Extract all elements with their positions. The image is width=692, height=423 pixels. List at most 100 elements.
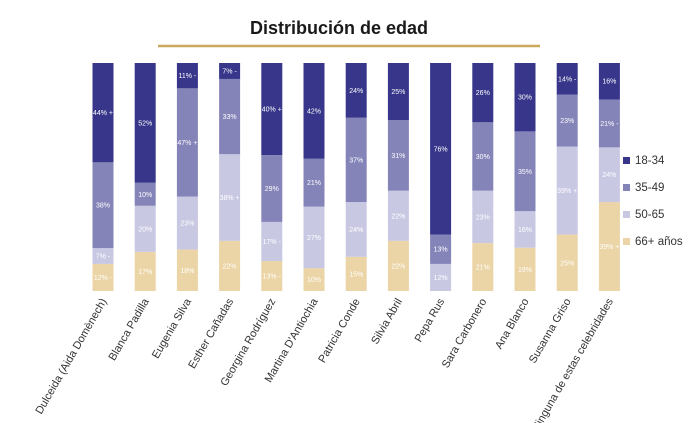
- bar-value-label: 12%: [434, 275, 448, 282]
- x-axis-labels: Dulceida (Aida Domènech)Blanca PadillaEu…: [33, 296, 616, 423]
- bar-segment-1-1: [92, 63, 114, 163]
- bar-value-label: 7% -: [96, 254, 111, 261]
- bar-value-label: 14% -: [558, 76, 577, 83]
- bar-segment-2-1: [134, 63, 156, 183]
- bar-value-label: 27%: [307, 235, 321, 242]
- bar-value-label: 44% +: [93, 110, 113, 117]
- bar-segment-11-3: [514, 211, 536, 248]
- bar-value-label: 21% -: [600, 121, 619, 128]
- bar-value-label: 25%: [560, 260, 574, 267]
- bar-segment-3-3: [176, 196, 198, 250]
- bar-segment-4-2: [219, 78, 241, 155]
- bar-value-label: 33%: [223, 114, 237, 121]
- bar-segment-6-2: [303, 158, 325, 207]
- bar-value-label: 23%: [180, 221, 194, 228]
- bar-segment-9-1: [430, 63, 452, 235]
- legend: 18-34 35-49 50-65 66+ años: [623, 155, 683, 248]
- bars-group: 12% - 7% - 38% 44% + 17% 20% 10% 52% 18% 23% 47% +…: [92, 63, 620, 291]
- bar-segment-4-1: [219, 63, 241, 79]
- x-tick-label: Sara Carbonero: [440, 297, 490, 371]
- bar-segment-13-4: [598, 202, 620, 291]
- bar-value-label: 16%: [602, 79, 616, 86]
- bar-value-label: 30%: [518, 95, 532, 102]
- legend-label: 35-49: [635, 182, 664, 194]
- bar-value-label: 12% -: [94, 275, 113, 282]
- bar-segment-10-1: [472, 63, 494, 123]
- bar-segment-3-4: [176, 249, 198, 291]
- bar-value-label: 17% -: [263, 239, 282, 246]
- bar-value-label: 38% +: [220, 195, 240, 202]
- bar-value-label: 23%: [560, 118, 574, 125]
- bar-segment-8-3: [387, 190, 409, 241]
- bar-segment-4-3: [219, 154, 241, 241]
- bar-segment-12-2: [556, 94, 578, 147]
- legend-swatch: [623, 184, 630, 191]
- bar-segment-3-1: [176, 63, 198, 89]
- bar-value-label: 24%: [602, 172, 616, 179]
- bar-segment-8-1: [387, 63, 409, 120]
- bar-value-label: 39% +: [557, 188, 577, 195]
- bar-segment-3-2: [176, 88, 198, 197]
- bar-value-label: 13% -: [263, 274, 282, 281]
- bar-segment-5-4: [261, 261, 283, 291]
- bar-segment-12-4: [556, 234, 578, 291]
- bar-value-label: 23%: [476, 214, 490, 221]
- bar-segment-1-2: [92, 162, 114, 249]
- x-tick-label: Ninguna de estas celebridades: [530, 296, 616, 423]
- bar-value-label: 22%: [223, 263, 237, 270]
- bar-segment-12-1: [556, 63, 578, 95]
- bar-segment-10-4: [472, 243, 494, 291]
- legend-label: 66+ años: [635, 236, 683, 248]
- bar-value-label: 16%: [518, 227, 532, 234]
- bar-value-label: 7% -: [222, 68, 237, 75]
- bar-segment-11-1: [514, 63, 536, 132]
- legend-swatch: [623, 157, 630, 164]
- bar-value-label: 31%: [391, 153, 405, 160]
- x-tick-label: Dulceida (Aida Domènech): [33, 297, 109, 417]
- bar-value-label: 22%: [391, 213, 405, 220]
- bar-segment-5-2: [261, 155, 283, 222]
- bar-value-label: 30%: [476, 154, 490, 161]
- x-tick-label: Eugenia Silva: [150, 296, 194, 361]
- bar-segment-2-2: [134, 182, 156, 206]
- x-tick-label: Susanna Griso: [527, 297, 574, 366]
- x-tick-label: Blanca Padilla: [107, 296, 153, 363]
- bar-value-label: 10%: [307, 277, 321, 284]
- bar-segment-5-1: [261, 63, 283, 156]
- bar-value-label: 24%: [349, 227, 363, 234]
- bar-value-label: 21%: [476, 265, 490, 272]
- bar-segment-4-4: [219, 240, 241, 291]
- bar-segment-13-3: [598, 147, 620, 203]
- x-tick-label: Esther Cañadas: [186, 296, 236, 371]
- bar-value-label: 29%: [265, 186, 279, 193]
- chart-title: Distribución de edad: [250, 18, 428, 38]
- bar-segment-1-4: [92, 263, 114, 291]
- bar-segment-6-3: [303, 206, 325, 269]
- bar-value-label: 42%: [307, 108, 321, 115]
- bar-value-label: 20%: [138, 226, 152, 233]
- bar-segment-11-2: [514, 131, 536, 212]
- bar-segment-13-2: [598, 99, 620, 148]
- bar-segment-7-3: [345, 202, 367, 257]
- legend-swatch: [623, 238, 630, 245]
- bar-value-label: 21%: [307, 180, 321, 187]
- bar-value-label: 11% -: [179, 73, 197, 80]
- bar-segment-10-3: [472, 190, 494, 244]
- bar-value-label: 39% +: [599, 244, 619, 251]
- legend-label: 50-65: [635, 209, 664, 221]
- bar-value-label: 13%: [434, 247, 448, 254]
- x-tick-label: Ana Blanco: [493, 297, 532, 352]
- bar-segment-9-2: [430, 234, 452, 264]
- bar-segment-2-4: [134, 251, 156, 291]
- x-tick-label: Silvia Abril: [369, 297, 405, 347]
- bar-value-label: 52%: [138, 120, 152, 127]
- bar-segment-6-4: [303, 268, 325, 291]
- bar-value-label: 17%: [138, 269, 152, 276]
- bar-segment-7-2: [345, 117, 367, 203]
- bar-segment-13-1: [598, 63, 620, 100]
- bar-value-label: 25%: [391, 89, 405, 96]
- bar-value-label: 47% +: [177, 140, 197, 147]
- bar-segment-6-1: [303, 63, 325, 159]
- x-tick-label: Patricia Conde: [316, 297, 362, 365]
